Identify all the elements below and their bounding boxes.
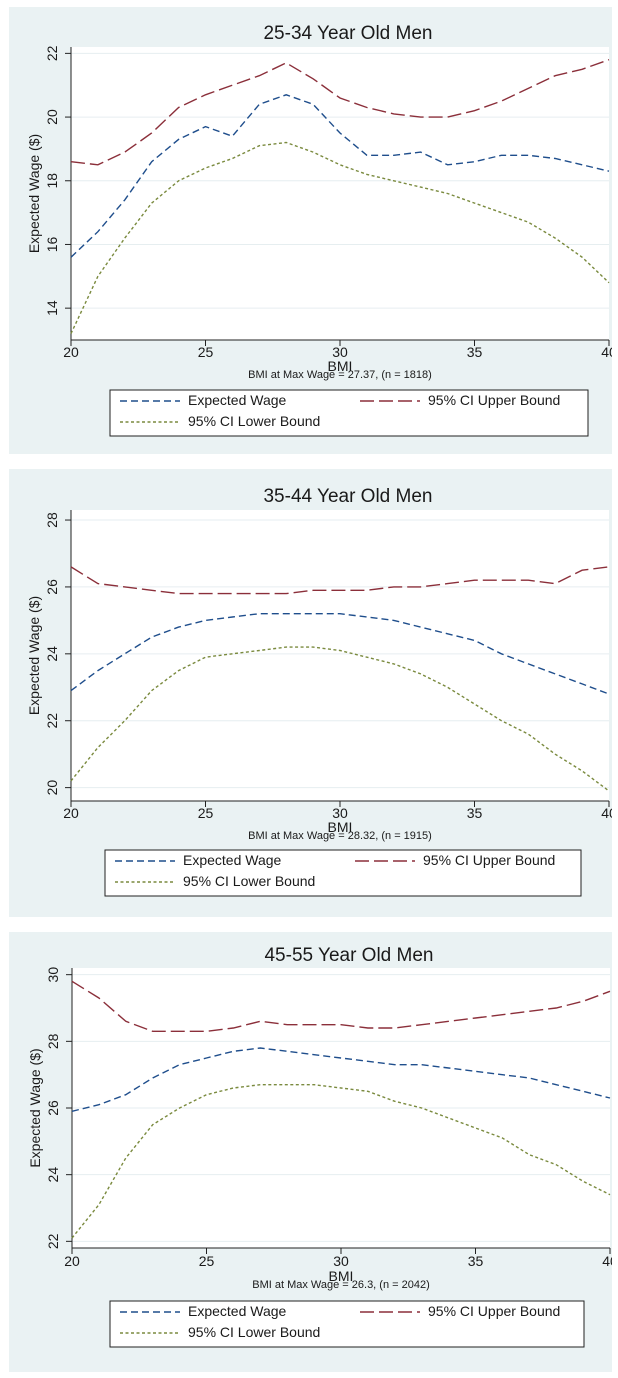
x-axis-label: BMI [329,1268,354,1284]
series-line-3 [70,646,610,792]
y-tick-label: 30 [45,967,61,983]
chart-panel-2: 35-44 Year Old Men 20 22 24 26 28 20 25 30 35 40 BM… [9,469,612,917]
series-line-3 [71,1083,611,1239]
series-line-1 [70,94,610,258]
series-line-2 [71,980,611,1033]
x-tick-label: 20 [63,805,79,821]
x-axis-label: BMI [328,819,353,835]
x-tick-label: 20 [63,344,79,360]
x-tick-label: 40 [601,805,612,821]
series-line-2 [70,59,610,166]
x-tick-label: 25 [198,344,214,360]
chart-1: 25-34 Year Old Men 14 16 18 20 22 20 25 30 35 40 BM… [26,23,612,437]
y-tick-label: 22 [44,45,60,61]
chart-panel-1: 25-34 Year Old Men 14 16 18 20 22 20 25 30 35 40 BM… [9,7,612,454]
plot-area [71,510,609,801]
chart-note: BMI at Max Wage = 28.32, (n = 1915) [248,830,432,842]
y-tick-label: 22 [45,1233,61,1249]
legend-label-1: Expected Wage [188,392,287,408]
y-tick-label: 26 [45,1100,61,1116]
y-tick-label: 28 [44,512,60,528]
legend-label-2: 95% CI Upper Bound [423,852,555,868]
legend-label-1: Expected Wage [188,1303,287,1319]
y-tick-label: 24 [45,1167,61,1183]
y-tick-label: 26 [44,579,60,595]
y-tick-label: 14 [44,300,60,316]
chart-note: BMI at Max Wage = 27.37, (n = 1818) [248,369,432,381]
chart-title: 45-55 Year Old Men [264,945,433,966]
legend-label-3: 95% CI Lower Bound [183,873,315,889]
chart-panel-3: 45-55 Year Old Men 22 24 26 28 30 20 25 30 35 40 BM… [9,932,612,1372]
y-tick-label: 20 [44,780,60,796]
legend-box [104,849,582,897]
series-line-2 [70,566,610,595]
x-tick-label: 30 [333,1253,349,1269]
x-tick-label: 20 [64,1253,80,1269]
chart-2: 35-44 Year Old Men 20 22 24 26 28 20 25 30 35 40 BM… [26,486,612,897]
series-line-1 [70,612,610,695]
legend-box [109,389,589,437]
chart-title: 25-34 Year Old Men [263,23,432,44]
y-tick-label: 18 [44,173,60,189]
series-line-3 [70,141,610,334]
legend-label-2: 95% CI Upper Bound [428,1303,560,1319]
series-line-1 [71,1047,611,1112]
y-tick-label: 28 [45,1033,61,1049]
x-tick-label: 40 [601,344,612,360]
chart-3: 45-55 Year Old Men 22 24 26 28 30 20 25 30 35 40 BM… [27,945,612,1348]
chart-note: BMI at Max Wage = 26.3, (n = 2042) [252,1279,430,1291]
x-tick-label: 35 [467,805,483,821]
x-tick-label: 25 [199,1253,215,1269]
y-tick-label: 16 [44,236,60,252]
x-tick-label: 25 [198,805,214,821]
legend-label-3: 95% CI Lower Bound [188,413,320,429]
legend-label-2: 95% CI Upper Bound [428,392,560,408]
x-tick-label: 30 [332,344,348,360]
y-axis-label: Expected Wage ($) [27,1048,43,1167]
legend-box [109,1300,585,1348]
legend-label-3: 95% CI Lower Bound [188,1324,320,1340]
y-axis-label: Expected Wage ($) [26,596,42,715]
x-tick-label: 35 [468,1253,484,1269]
x-tick-label: 30 [332,805,348,821]
y-tick-label: 22 [44,713,60,729]
x-tick-label: 35 [467,344,483,360]
legend-label-1: Expected Wage [183,852,282,868]
x-tick-label: 40 [602,1253,612,1269]
y-axis-label: Expected Wage ($) [26,134,42,253]
y-tick-label: 20 [44,109,60,125]
chart-title: 35-44 Year Old Men [263,486,432,507]
x-axis-label: BMI [328,358,353,374]
y-tick-label: 24 [44,646,60,662]
plot-area [71,47,609,340]
